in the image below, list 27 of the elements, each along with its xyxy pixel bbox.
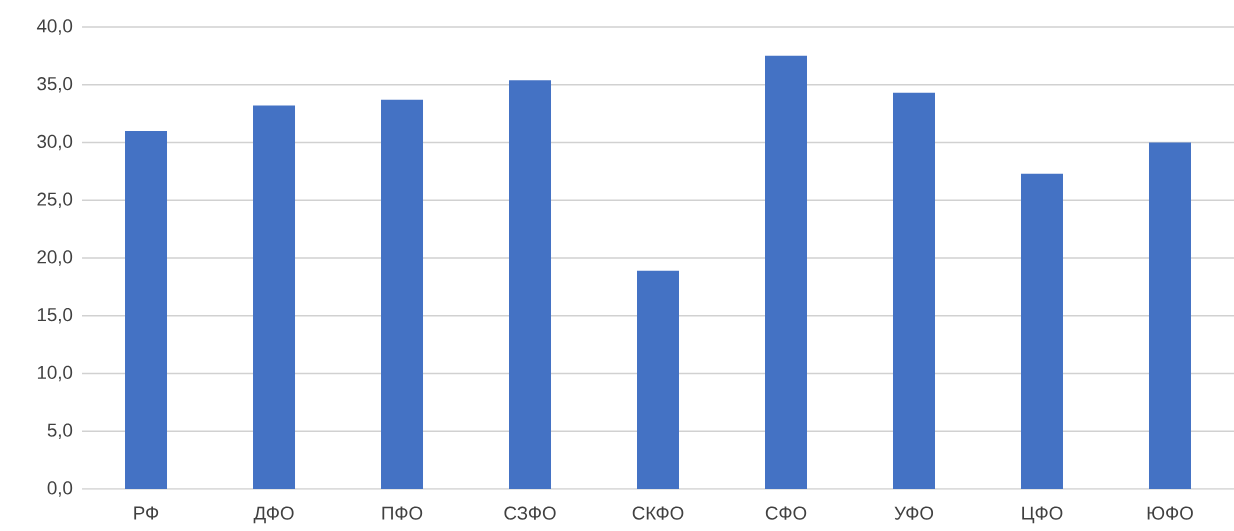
bar — [509, 80, 551, 489]
y-tick-label: 15,0 — [37, 308, 73, 324]
y-tick-label: 10,0 — [37, 365, 73, 382]
bar — [893, 92, 935, 489]
y-tick-label: 25,0 — [37, 192, 73, 208]
x-tick-label: УФО — [894, 506, 934, 520]
y-tick-label: 30,0 — [37, 134, 73, 151]
y-tick-label: 5,0 — [47, 423, 73, 439]
bar — [765, 55, 807, 489]
y-tick-label: 0,0 — [47, 481, 73, 497]
bar — [381, 99, 424, 489]
x-tick-label: ЦФО — [1022, 506, 1063, 524]
x-tick-label: ЮФО — [1147, 506, 1193, 520]
y-tick-label: 40,0 — [36, 19, 73, 35]
x-tick-label: ПФО — [382, 506, 423, 520]
x-tick-label: СКФО — [632, 506, 684, 520]
bar — [125, 130, 168, 489]
y-tick-label: 20,0 — [37, 250, 73, 266]
x-tick-label: СЗФО — [504, 506, 556, 520]
bar — [637, 270, 679, 489]
x-tick-label: СФО — [765, 506, 807, 520]
y-tick-label: 35,0 — [37, 77, 73, 93]
bar — [253, 105, 296, 489]
x-tick-label: РФ — [134, 506, 159, 520]
x-tick-label: ДФО — [253, 506, 294, 524]
bar — [1020, 173, 1063, 489]
bar — [1149, 142, 1191, 489]
